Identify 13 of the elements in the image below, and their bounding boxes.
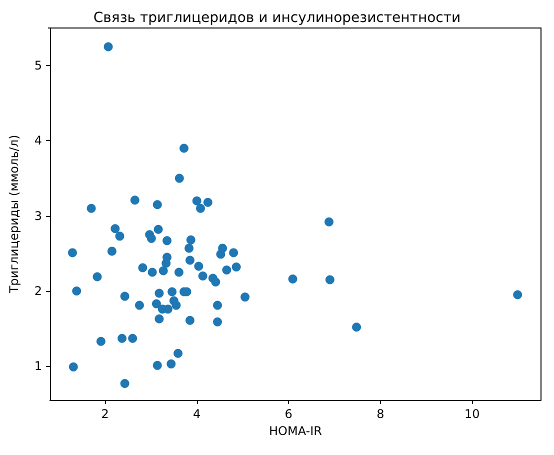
- x-tick-label: 2: [101, 407, 109, 421]
- y-tick-label: 1: [34, 359, 42, 374]
- x-tick-label: 6: [284, 407, 292, 421]
- chart-title: Связь триглицеридов и инсулинорезистентности: [93, 10, 461, 26]
- x-tick-label: 8: [376, 407, 384, 421]
- x-axis-title: HOMA-IR: [269, 424, 322, 438]
- x-tick-label: 4: [193, 407, 201, 421]
- y-tick-label: 5: [34, 58, 42, 73]
- y-tick-label: 4: [34, 134, 42, 148]
- y-tick-label: 3: [34, 208, 42, 223]
- x-tick-label: 10: [464, 407, 480, 421]
- y-tick-label: 2: [34, 284, 42, 298]
- y-axis-title: Триглицериды (ммоль/л): [7, 134, 21, 294]
